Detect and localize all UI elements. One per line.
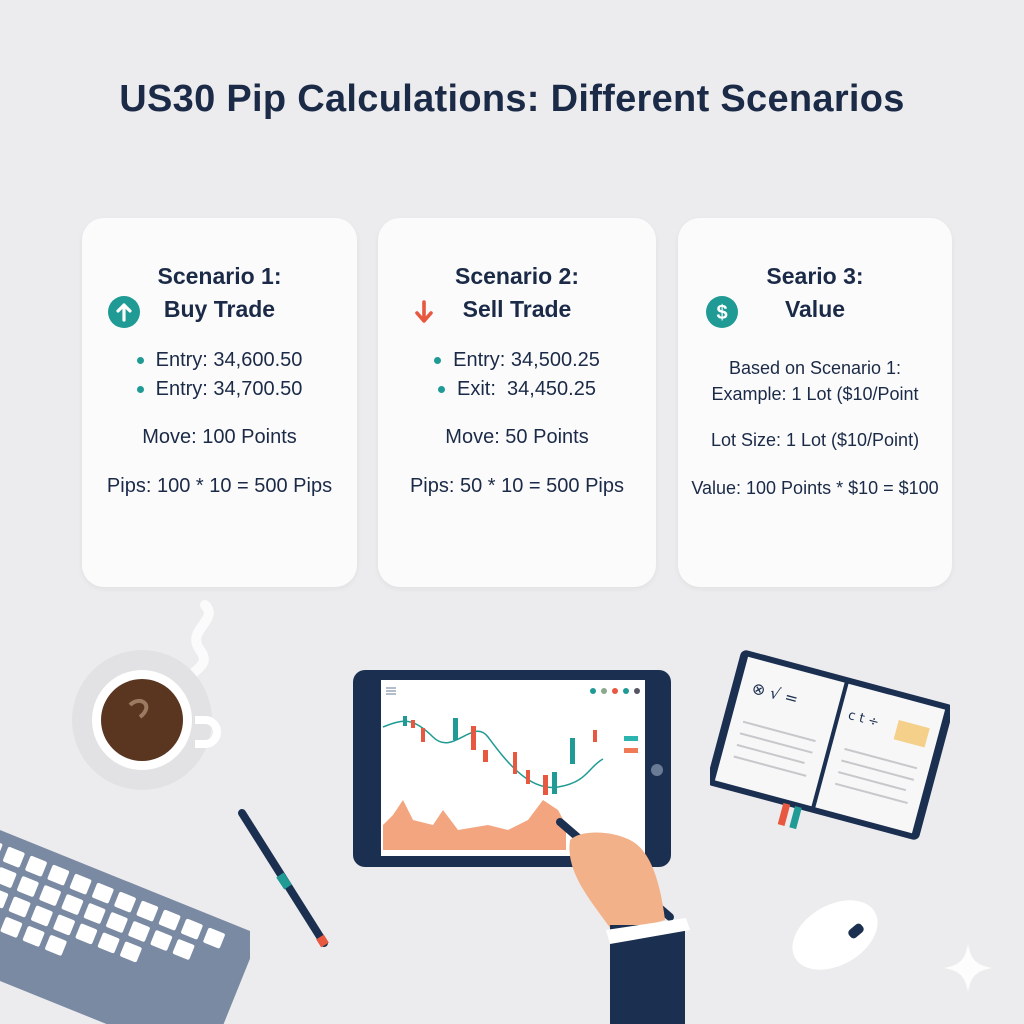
list-item: Entry: 34,500.25: [378, 346, 656, 375]
move-text: Move: 50 Points: [445, 426, 589, 448]
list-item: Entry: 34,700.50: [82, 375, 357, 404]
sparkle-icon: [944, 944, 992, 992]
mouse-illustration: [792, 900, 878, 970]
price-list: Entry: 34,600.50 Entry: 34,700.50: [82, 346, 357, 404]
list-item: Entry: 34,600.50: [82, 346, 357, 375]
heading-line: Scenario 2:: [455, 263, 579, 289]
arrow-down-icon: [415, 300, 433, 323]
card-heading: Seario 3: Value: [678, 260, 952, 326]
dollar-circle-icon: $: [706, 296, 738, 328]
entry-text: Entry: 34,600.50: [155, 349, 303, 371]
bullet-dot: [438, 386, 445, 393]
candlesticks: [403, 716, 597, 795]
pips-text: Pips: 100 * 10 = 500 Pips: [106, 475, 333, 497]
move-text: Move: 100 Points: [142, 426, 297, 448]
tablet-chart-illustration: [353, 670, 671, 867]
card-heading: Scenario 2: Sell Trade: [378, 260, 656, 326]
exit-text: Exit: 34,450.25: [457, 378, 596, 400]
bullet-dot: [136, 386, 144, 393]
bullet-dot: [434, 357, 442, 364]
hand-with-stylus-illustration: [556, 818, 690, 1024]
bullet-dot: [136, 357, 144, 364]
svg-text:$: $: [716, 302, 727, 324]
list-item: Exit: 34,450.25: [378, 375, 656, 404]
example-text: Example: 1 Lot ($10/Point: [711, 384, 919, 404]
scenario-2-card: Scenario 2: Sell Trade Entry: 34,500.25 E…: [378, 218, 656, 587]
scenario-1-card: Scenario 1: Buy Trade Entry: 34,600.50 En…: [82, 218, 357, 587]
lot-size-text: Lot Size: 1 Lot ($10/Point): [710, 430, 920, 450]
heading-line: Sell Trade: [462, 296, 572, 322]
heading-line: Seario 3:: [766, 263, 864, 289]
price-list: Entry: 34,500.25 Exit: 34,450.25: [378, 346, 656, 404]
entry-text: Entry: 34,500.25: [453, 349, 600, 371]
heading-line: Scenario 1:: [157, 263, 282, 289]
arrow-up-circle-icon: [108, 296, 140, 328]
notebook-illustration: ⊗ √ = c t ÷: [710, 650, 950, 840]
pips-text: Pips: 50 * 10 = 500 Pips: [409, 475, 625, 497]
entry-text: Entry: 34,700.50: [155, 378, 303, 400]
coffee-cup-illustration: [72, 600, 221, 790]
pencil-illustration: [238, 809, 329, 948]
heading-line: Buy Trade: [163, 296, 276, 322]
based-on-text: Based on Scenario 1:: [728, 358, 902, 378]
value-text: Value: 100 Points * $10 = $100: [691, 478, 939, 498]
page-title: US30 Pip Calculations: Different Scenari…: [119, 78, 905, 120]
keyboard-illustration: [0, 830, 250, 1024]
card-heading: Scenario 1: Buy Trade: [82, 260, 357, 326]
heading-line: Value: [784, 296, 846, 322]
scenario-3-card: Seario 3: Value $ Based on Scenario 1: Ex…: [678, 218, 952, 587]
